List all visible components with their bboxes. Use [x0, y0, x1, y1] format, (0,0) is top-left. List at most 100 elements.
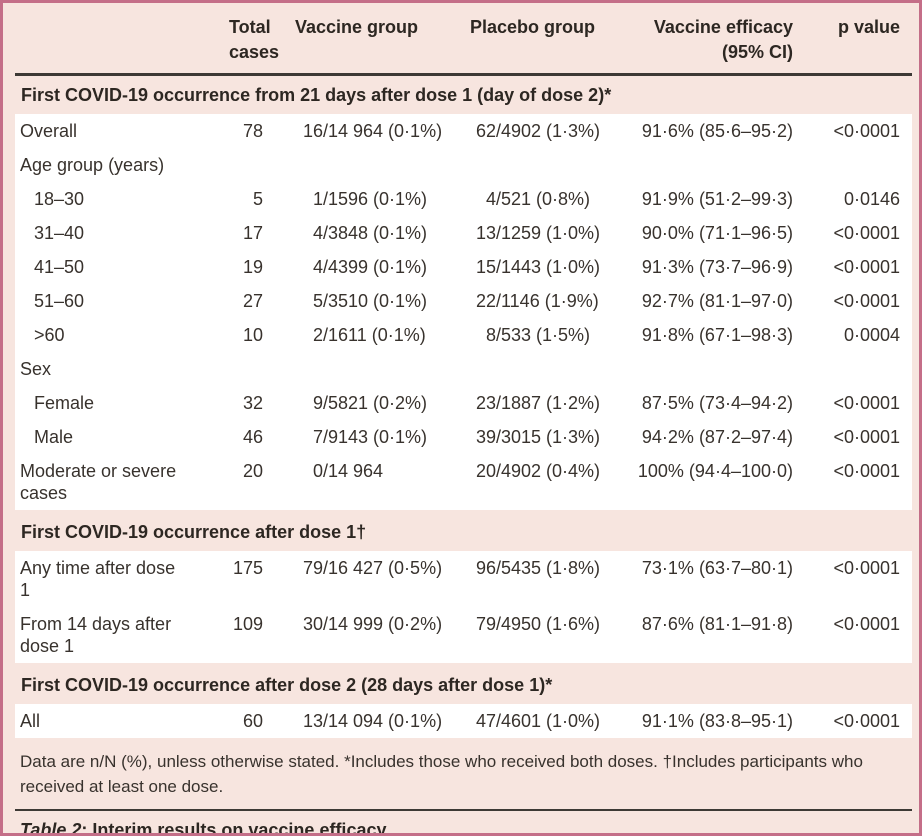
vaccine-group-value: 13/14 094 (0·1%): [302, 711, 443, 731]
vaccine-group-value: 7/9143 (0·1%): [312, 427, 428, 447]
vaccine-group-value: 1/1596 (0·1%): [312, 189, 428, 209]
table-header-row: Total cases Vaccine group Placebo group Vacc…: [15, 9, 912, 65]
p-value: <0·0001: [833, 427, 900, 447]
section-header: First COVID-19 occurrence from 21 days a…: [21, 85, 612, 105]
col-header-p-value: p value: [837, 17, 900, 37]
row-label: 41–50: [34, 257, 85, 277]
vaccine-group-value: 9/5821 (0·2%): [312, 393, 428, 413]
row-label: Sex: [20, 359, 52, 379]
vaccine-efficacy-value: 91·9% (51·2–99·3): [641, 189, 793, 209]
total-cases-value: 5: [252, 189, 263, 209]
p-value: <0·0001: [833, 461, 900, 481]
total-cases-value: 20: [242, 461, 263, 481]
caption-rule: [15, 809, 912, 811]
table-caption: Table 2: Interim results on vaccine effi…: [15, 811, 912, 836]
total-cases-value: 175: [232, 558, 263, 578]
table-footnote: Data are n/N (%), unless otherwise state…: [20, 752, 863, 796]
row-label: 31–40: [34, 223, 85, 243]
vaccine-group-value: 2/1611 (0·1%): [312, 325, 426, 345]
table-row: Overall 78 16/14 964 (0·1%) 62/4902 (1·3%) 9…: [15, 114, 912, 148]
total-cases-value: 27: [242, 291, 263, 311]
row-label: Female: [34, 393, 95, 413]
row-label: Overall: [20, 121, 78, 141]
p-value: <0·0001: [833, 558, 900, 578]
vaccine-group-value: 5/3510 (0·1%): [312, 291, 428, 311]
vaccine-efficacy-value: 73·1% (63·7–80·1): [641, 558, 793, 578]
header-rule: [15, 73, 912, 76]
vaccine-group-value: 0/14 964: [312, 461, 384, 481]
vaccine-group-value: 4/4399 (0·1%): [312, 257, 428, 277]
placebo-group-value: 8/533 (1·5%): [485, 325, 591, 345]
total-cases-value: 60: [242, 711, 263, 731]
vaccine-efficacy-value: 94·2% (87·2–97·4): [641, 427, 793, 447]
vaccine-efficacy-value: 100% (94·4–100·0): [637, 461, 793, 481]
placebo-group-value: 62/4902 (1·3%): [475, 121, 601, 141]
placebo-group-value: 20/4902 (0·4%): [475, 461, 601, 481]
total-cases-value: 10: [242, 325, 263, 345]
row-label: Male: [34, 427, 74, 447]
placebo-group-value: 15/1443 (1·0%): [475, 257, 601, 277]
vaccine-group-value: 4/3848 (0·1%): [312, 223, 428, 243]
vaccine-group-value: 30/14 999 (0·2%): [302, 614, 443, 634]
table-row: 31–40 17 4/3848 (0·1%) 13/1259 (1·0%) 90·0% …: [15, 216, 912, 250]
table-row: Any time after dose 1 175 79/16 427 (0·5%)…: [15, 551, 912, 607]
row-label: All: [20, 711, 41, 731]
vaccine-efficacy-value: 87·5% (73·4–94·2): [641, 393, 793, 413]
p-value: <0·0001: [833, 257, 900, 277]
section-rows: All 60 13/14 094 (0·1%) 47/4601 (1·0%) 91·1%…: [15, 704, 912, 738]
row-label: 18–30: [34, 189, 85, 209]
p-value: 0·0004: [843, 325, 900, 345]
total-cases-value: 46: [242, 427, 263, 447]
table-row: 51–60 27 5/3510 (0·1%) 22/1146 (1·9%) 92·7% …: [15, 284, 912, 318]
col-header-vaccine-efficacy: Vaccine efficacy (95% CI): [653, 17, 793, 62]
section-rows: Any time after dose 1 175 79/16 427 (0·5%)…: [15, 551, 912, 663]
vaccine-group-value: 79/16 427 (0·5%): [302, 558, 443, 578]
vaccine-group-value: 16/14 964 (0·1%): [302, 121, 443, 141]
table-row: All 60 13/14 094 (0·1%) 47/4601 (1·0%) 91·1%…: [15, 704, 912, 738]
placebo-group-value: 96/5435 (1·8%): [475, 558, 601, 578]
total-cases-value: 17: [242, 223, 263, 243]
col-header-placebo-group: Placebo group: [470, 17, 596, 37]
placebo-group-value: 13/1259 (1·0%): [475, 223, 601, 243]
vaccine-efficacy-value: 91·8% (67·1–98·3): [641, 325, 793, 345]
total-cases-value: 19: [242, 257, 263, 277]
vaccine-efficacy-value: 87·6% (81·1–91·8): [641, 614, 793, 634]
vaccine-efficacy-value: 91·1% (83·8–95·1): [641, 711, 793, 731]
col-header-row-label: [15, 15, 215, 65]
row-label: From 14 days after dose 1: [20, 614, 172, 656]
table-row: From 14 days after dose 1 109 30/14 999 (0…: [15, 607, 912, 663]
total-cases-value: 109: [232, 614, 263, 634]
caption-text: : Interim results on vaccine efficacy: [81, 820, 387, 836]
p-value: <0·0001: [833, 223, 900, 243]
p-value: <0·0001: [833, 121, 900, 141]
row-label: >60: [34, 325, 65, 345]
p-value: 0·0146: [843, 189, 900, 209]
table-row: Sex: [15, 352, 912, 386]
p-value: <0·0001: [833, 711, 900, 731]
total-cases-value: 78: [242, 121, 263, 141]
total-cases-value: 32: [242, 393, 263, 413]
row-label: Moderate or severe cases: [20, 461, 177, 503]
table-row: 41–50 19 4/4399 (0·1%) 15/1443 (1·0%) 91·3% …: [15, 250, 912, 284]
placebo-group-value: 39/3015 (1·3%): [475, 427, 601, 447]
placebo-group-value: 23/1887 (1·2%): [475, 393, 601, 413]
table-body: First COVID-19 occurrence from 21 days a…: [15, 76, 912, 738]
vaccine-efficacy-value: 91·3% (73·7–96·9): [641, 257, 793, 277]
placebo-group-value: 47/4601 (1·0%): [475, 711, 601, 731]
row-label: 51–60: [34, 291, 85, 311]
placebo-group-value: 79/4950 (1·6%): [475, 614, 601, 634]
table-row: Male 46 7/9143 (0·1%) 39/3015 (1·3%) 94·2% (…: [15, 420, 912, 454]
p-value: <0·0001: [833, 614, 900, 634]
table-row: Female 32 9/5821 (0·2%) 23/1887 (1·2%) 87·5%…: [15, 386, 912, 420]
section-header: First COVID-19 occurrence after dose 2 (…: [21, 675, 553, 695]
p-value: <0·0001: [833, 393, 900, 413]
col-header-vaccine-group: Vaccine group: [295, 17, 419, 37]
caption-label: Table 2: [20, 820, 82, 836]
table-row: 18–30 5 1/1596 (0·1%) 4/521 (0·8%) 91·9% (51…: [15, 182, 912, 216]
placebo-group-value: 4/521 (0·8%): [485, 189, 591, 209]
vaccine-efficacy-value: 92·7% (81·1–97·0): [641, 291, 793, 311]
table-row: Moderate or severe cases 20 0/14 964 20/490…: [15, 454, 912, 510]
section-rows: Overall 78 16/14 964 (0·1%) 62/4902 (1·3%) 9…: [15, 114, 912, 510]
row-label: Any time after dose 1: [20, 558, 176, 600]
placebo-group-value: 22/1146 (1·9%): [475, 291, 599, 311]
